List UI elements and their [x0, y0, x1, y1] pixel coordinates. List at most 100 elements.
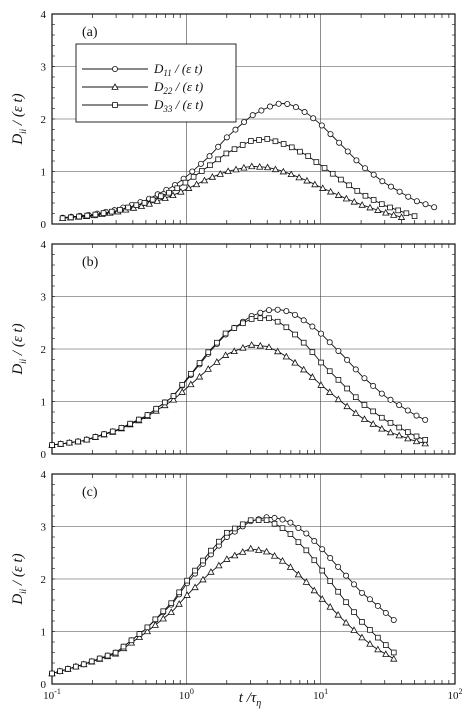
data-point [57, 441, 64, 447]
data-point [300, 365, 308, 373]
data-point [177, 187, 185, 195]
data-point [153, 197, 161, 204]
data-point [204, 365, 212, 372]
data-point [301, 109, 308, 116]
data-point [127, 420, 133, 427]
data-point [287, 170, 295, 178]
data-point [249, 112, 256, 119]
data-point [232, 165, 240, 173]
y-tick-label: 1 [41, 167, 47, 179]
data-point [170, 393, 177, 399]
data-point [271, 165, 280, 173]
y-axis-label: Dii / (ε t) [10, 553, 28, 605]
data-point [271, 514, 278, 521]
data-point [386, 428, 395, 436]
data-point [118, 425, 125, 431]
plot-frame [51, 243, 456, 455]
data-point [382, 609, 389, 616]
data-point [311, 557, 318, 564]
data-point [313, 159, 320, 165]
data-point [133, 202, 140, 208]
y-tick-label: 4 [41, 469, 47, 481]
y-axis-label: Dii / (ε t) [10, 93, 28, 145]
data-point [216, 538, 222, 545]
data-point [389, 211, 398, 218]
data-point [283, 308, 290, 315]
y-tick-label: 1 [41, 627, 47, 639]
data-point [239, 521, 246, 528]
data-point [144, 624, 151, 631]
data-point [370, 382, 377, 389]
series-D11 [49, 514, 397, 677]
data-point [175, 600, 183, 607]
data-point [327, 555, 334, 562]
data-point [144, 412, 151, 418]
data-point [309, 349, 316, 355]
data-point [182, 179, 189, 186]
data-point [256, 137, 262, 143]
data-point [327, 578, 333, 584]
data-point [366, 596, 373, 603]
data-point [318, 359, 324, 366]
data-point [318, 595, 326, 602]
data-point [221, 351, 230, 358]
data-point [263, 163, 272, 171]
data-point [112, 649, 119, 656]
data-point [335, 563, 342, 570]
data-point [255, 163, 264, 170]
data-point [350, 626, 358, 633]
data-point [247, 341, 256, 348]
series-D33 [49, 315, 428, 448]
data-point [231, 551, 239, 559]
data-point [397, 213, 406, 220]
data-point [231, 146, 238, 152]
data-point [342, 618, 350, 626]
data-point [422, 437, 428, 443]
data-point [136, 631, 143, 637]
data-point [352, 409, 360, 416]
data-point [319, 184, 327, 191]
data-point [223, 555, 231, 562]
data-point [279, 525, 286, 531]
data-point [352, 366, 359, 373]
data-point [369, 420, 377, 427]
data-point [366, 203, 374, 211]
data-point [360, 415, 369, 422]
data-point [266, 315, 272, 322]
y-tick-label: 0 [41, 449, 47, 461]
data-point [286, 563, 295, 570]
data-point [83, 436, 90, 443]
data-point [198, 168, 205, 174]
data-point [366, 640, 374, 647]
data-point [66, 439, 73, 446]
data-point [199, 575, 207, 583]
data-point [257, 315, 264, 321]
data-point [362, 192, 369, 199]
data-point [76, 213, 82, 220]
legend-entry: D11 / (ε t) [82, 61, 203, 78]
data-point [282, 352, 291, 360]
data-point [343, 402, 351, 410]
data-point [344, 356, 351, 363]
data-point [351, 581, 358, 588]
data-point [232, 126, 239, 133]
data-point [382, 650, 390, 657]
data-point [295, 173, 303, 181]
data-point [300, 317, 307, 324]
data-point [135, 633, 144, 640]
data-point [404, 434, 412, 442]
data-point [327, 131, 334, 138]
data-point [265, 343, 273, 351]
data-point [359, 619, 365, 625]
y-tick-label: 0 [41, 219, 47, 231]
series-line [51, 344, 426, 446]
data-point [160, 608, 167, 615]
data-point [335, 377, 342, 383]
data-point [239, 343, 247, 351]
data-point [287, 531, 294, 537]
data-point [215, 143, 222, 150]
data-point [303, 530, 310, 537]
data-point [248, 138, 254, 144]
legend-label: D11 / (ε t) [153, 61, 203, 78]
